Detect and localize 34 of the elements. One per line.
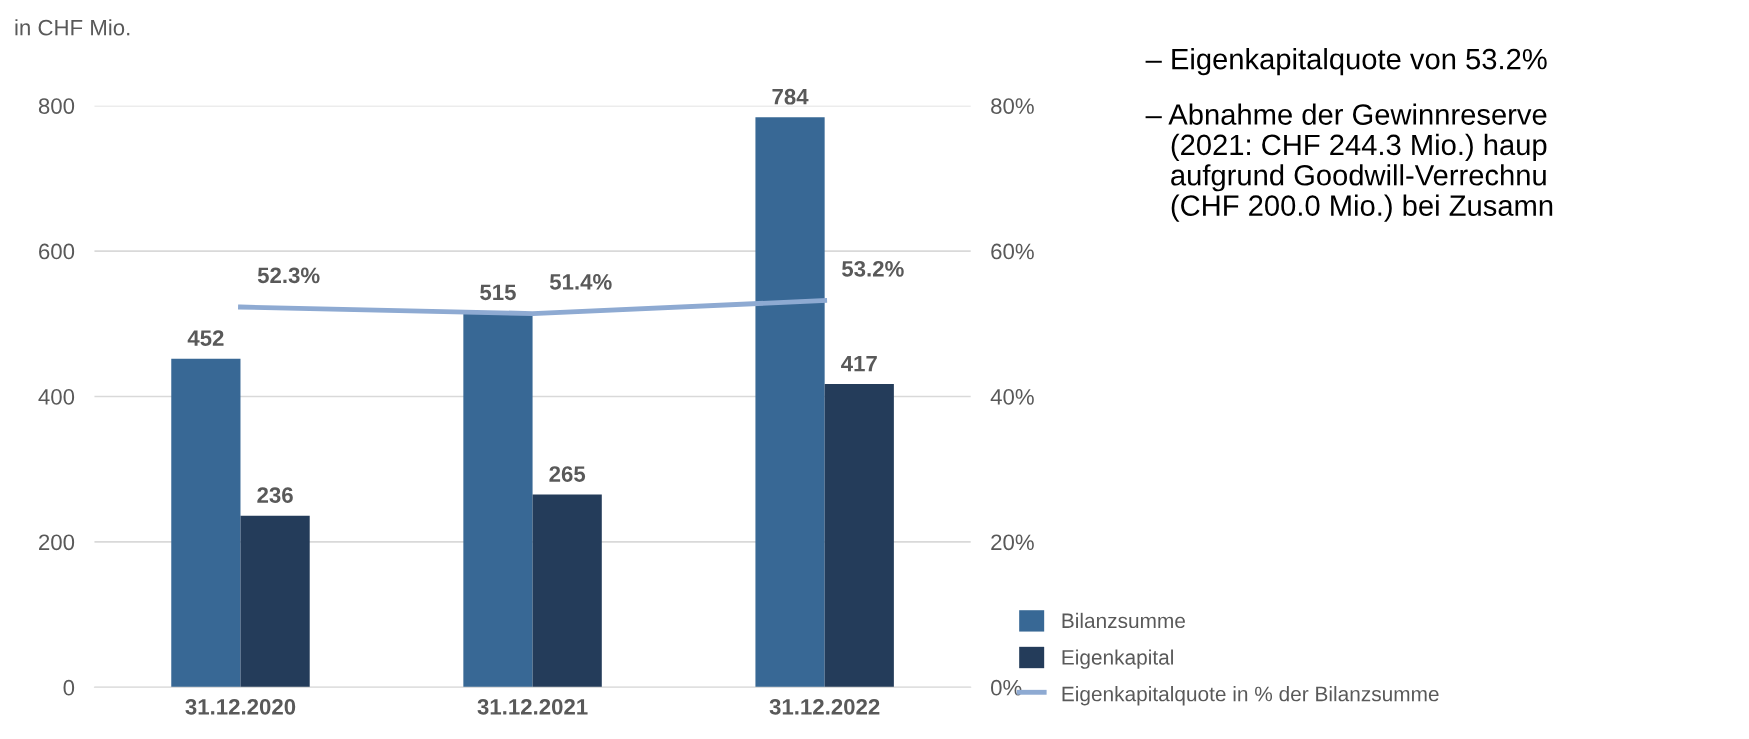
data-label: 452: [187, 330, 224, 346]
y-axis-title: in CHF Mio.: [15, 19, 130, 36]
data-label: 53.2%: [842, 260, 904, 277]
text: – Eigenkapitalquote von 53.2%: [1145, 48, 1547, 76]
bar: [532, 494, 602, 688]
data-label: 51.4%: [549, 274, 612, 290]
y-tick-label: 800: [38, 98, 75, 114]
x-tick-label: 31.12.2021: [477, 698, 588, 715]
y2-tick-label: 80%: [991, 98, 1034, 114]
bar: [463, 312, 533, 688]
legend-label: Eigenkapital: [1062, 649, 1173, 669]
data-label: 236: [257, 487, 293, 504]
bar: [755, 117, 825, 688]
data-label: 515: [480, 284, 516, 301]
bar: [240, 515, 310, 688]
y-tick-label: 400: [38, 389, 75, 405]
data-label: 784: [772, 88, 809, 105]
data-label: 417: [841, 355, 877, 372]
bar: [171, 358, 241, 688]
y2-tick-label: 0%: [991, 679, 1022, 696]
y-tick-label: 0: [63, 679, 75, 696]
bar: [824, 384, 894, 688]
data-label: 265: [549, 466, 586, 482]
y2-tick-label: 40%: [990, 389, 1034, 405]
text: – Abnahme der Gewinnreserve (2021: CHF 244.3 Mio.) haup aufgrund Goodwill-Verrechnu (CHF 200.0 Mio.) bei Zusamn: [1145, 103, 1553, 222]
x-tick-label: 31.12.2020: [185, 698, 296, 715]
y2-tick-label: 60%: [991, 243, 1034, 260]
x-tick-label: 31.12.2022: [769, 698, 880, 715]
y-tick-label: 200: [39, 534, 75, 551]
data-label: 52.3%: [257, 267, 320, 284]
y2-tick-label: 20%: [991, 534, 1034, 551]
y-tick-label: 600: [39, 243, 75, 260]
legend-label: Eigenkapitalquote in % der Bilanzsumme: [1062, 686, 1439, 706]
legend-label: Bilanzsumme: [1062, 612, 1185, 629]
